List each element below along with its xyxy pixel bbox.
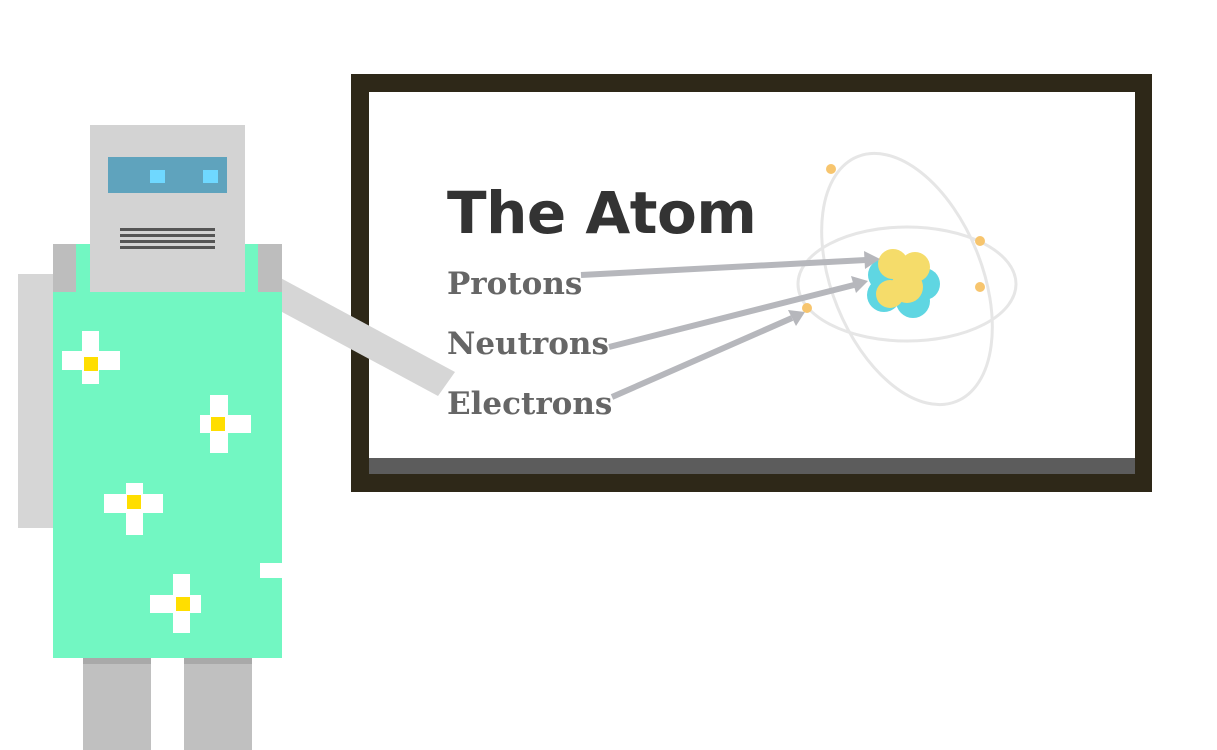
arrow-head	[788, 310, 805, 326]
board-title: The Atom	[447, 179, 757, 247]
flower-icon	[260, 563, 282, 578]
arrow-head	[851, 276, 868, 293]
robot-mouth-grille	[120, 228, 215, 249]
flower-icon	[104, 483, 163, 535]
flower-icon	[62, 331, 120, 384]
electron-dot	[975, 236, 985, 246]
robot-head	[90, 125, 245, 292]
flower-icon	[150, 574, 201, 633]
flower-icon	[200, 395, 251, 453]
arrow-neutrons	[608, 282, 855, 350]
arrow-electrons	[610, 315, 794, 400]
whiteboard-surface	[369, 92, 1135, 458]
label-arrows	[580, 251, 880, 400]
robot-teacher	[18, 125, 455, 750]
arrow-protons	[580, 257, 867, 278]
label-electrons: Electrons	[447, 386, 613, 422]
orbit-tilted	[820, 151, 994, 407]
robot-left-leg	[83, 650, 151, 750]
orbit-horizontal	[796, 225, 1018, 343]
label-neutrons: Neutrons	[447, 326, 609, 362]
robot-pointing-arm	[245, 268, 455, 396]
electron-dot	[826, 164, 836, 174]
whiteboard-tray	[369, 458, 1135, 474]
arrow-head	[864, 251, 880, 269]
proton	[876, 280, 904, 308]
proton	[878, 249, 908, 279]
robot-right-eye	[203, 170, 218, 183]
robot-left-eye	[150, 170, 165, 183]
electron-dot	[802, 303, 812, 313]
robot-right-leg	[184, 650, 252, 750]
label-protons: Protons	[447, 266, 583, 302]
nucleus	[867, 249, 940, 318]
atom-diagram	[796, 151, 1018, 407]
electron-dot	[975, 282, 985, 292]
